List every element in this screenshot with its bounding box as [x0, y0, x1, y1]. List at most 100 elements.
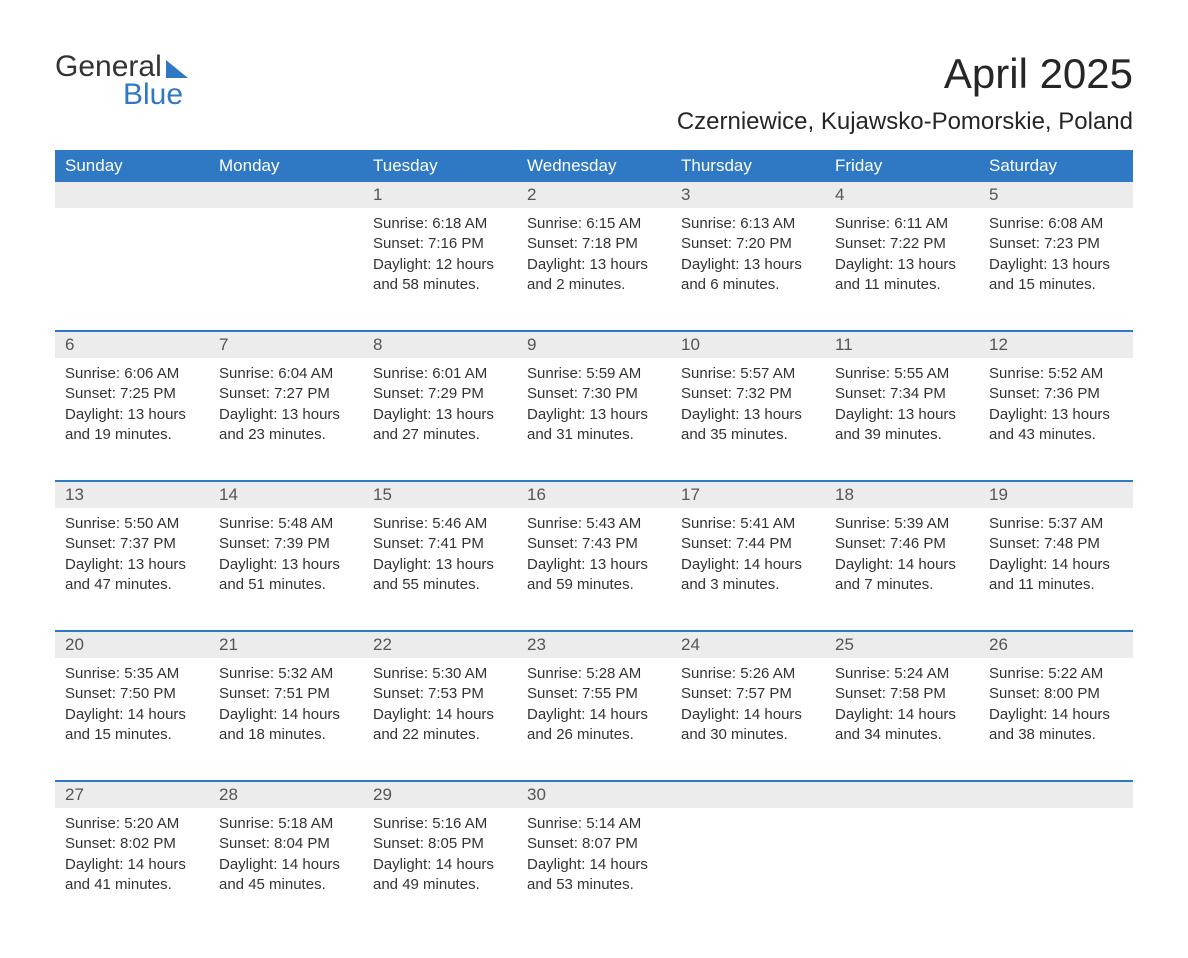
sunrise-line: Sunrise: 6:11 AM [835, 214, 969, 234]
sunset-line: Sunset: 7:23 PM [989, 234, 1123, 254]
calendar-cell: Sunrise: 6:13 AMSunset: 7:20 PMDaylight:… [671, 208, 825, 308]
sunrise-line: Sunrise: 5:37 AM [989, 514, 1123, 534]
daylight-line: Daylight: 14 hours and 41 minutes. [65, 855, 199, 896]
calendar-cell: Sunrise: 5:43 AMSunset: 7:43 PMDaylight:… [517, 508, 671, 608]
cell-body: Sunrise: 6:13 AMSunset: 7:20 PMDaylight:… [671, 208, 825, 295]
daylight-line: Daylight: 13 hours and 59 minutes. [527, 555, 661, 596]
day-number: 12 [979, 332, 1133, 358]
sunset-line: Sunset: 7:51 PM [219, 684, 353, 704]
day-number: 2 [517, 182, 671, 208]
day-number: 18 [825, 482, 979, 508]
sunset-line: Sunset: 7:41 PM [373, 534, 507, 554]
daylight-line: Daylight: 13 hours and 19 minutes. [65, 405, 199, 446]
calendar-cell: Sunrise: 5:37 AMSunset: 7:48 PMDaylight:… [979, 508, 1133, 608]
sunrise-line: Sunrise: 5:50 AM [65, 514, 199, 534]
calendar-cell: Sunrise: 5:14 AMSunset: 8:07 PMDaylight:… [517, 808, 671, 908]
sunrise-line: Sunrise: 5:52 AM [989, 364, 1123, 384]
daylight-line: Daylight: 14 hours and 53 minutes. [527, 855, 661, 896]
sunset-line: Sunset: 7:22 PM [835, 234, 969, 254]
calendar-cell [209, 208, 363, 308]
cell-body: Sunrise: 6:08 AMSunset: 7:23 PMDaylight:… [979, 208, 1133, 295]
day-number: 29 [363, 782, 517, 808]
calendar-cell: Sunrise: 5:35 AMSunset: 7:50 PMDaylight:… [55, 658, 209, 758]
sunset-line: Sunset: 7:27 PM [219, 384, 353, 404]
sunset-line: Sunset: 7:50 PM [65, 684, 199, 704]
daylight-line: Daylight: 13 hours and 23 minutes. [219, 405, 353, 446]
calendar: Sunday Monday Tuesday Wednesday Thursday… [55, 150, 1133, 908]
calendar-cell: Sunrise: 5:50 AMSunset: 7:37 PMDaylight:… [55, 508, 209, 608]
day-number: 23 [517, 632, 671, 658]
sunset-line: Sunset: 7:53 PM [373, 684, 507, 704]
daylight-line: Daylight: 13 hours and 35 minutes. [681, 405, 815, 446]
day-number: 13 [55, 482, 209, 508]
sunrise-line: Sunrise: 5:16 AM [373, 814, 507, 834]
location: Czerniewice, Kujawsko-Pomorskie, Poland [677, 108, 1133, 136]
cell-body: Sunrise: 5:48 AMSunset: 7:39 PMDaylight:… [209, 508, 363, 595]
sunrise-line: Sunrise: 6:06 AM [65, 364, 199, 384]
sunrise-line: Sunrise: 6:13 AM [681, 214, 815, 234]
day-header-friday: Friday [825, 150, 979, 182]
sunrise-line: Sunrise: 5:59 AM [527, 364, 661, 384]
calendar-cell: Sunrise: 6:18 AMSunset: 7:16 PMDaylight:… [363, 208, 517, 308]
calendar-cell [55, 208, 209, 308]
day-number: 6 [55, 332, 209, 358]
sunset-line: Sunset: 7:58 PM [835, 684, 969, 704]
sunset-line: Sunset: 8:00 PM [989, 684, 1123, 704]
sunset-line: Sunset: 7:46 PM [835, 534, 969, 554]
cell-body: Sunrise: 5:20 AMSunset: 8:02 PMDaylight:… [55, 808, 209, 895]
calendar-cell: Sunrise: 6:11 AMSunset: 7:22 PMDaylight:… [825, 208, 979, 308]
daylight-line: Daylight: 13 hours and 6 minutes. [681, 255, 815, 296]
day-header-thursday: Thursday [671, 150, 825, 182]
cell-body: Sunrise: 5:26 AMSunset: 7:57 PMDaylight:… [671, 658, 825, 745]
daylight-line: Daylight: 13 hours and 15 minutes. [989, 255, 1123, 296]
calendar-cell: Sunrise: 5:26 AMSunset: 7:57 PMDaylight:… [671, 658, 825, 758]
calendar-cell: Sunrise: 5:24 AMSunset: 7:58 PMDaylight:… [825, 658, 979, 758]
day-number: 22 [363, 632, 517, 658]
cell-body: Sunrise: 5:43 AMSunset: 7:43 PMDaylight:… [517, 508, 671, 595]
sunset-line: Sunset: 7:44 PM [681, 534, 815, 554]
daylight-line: Daylight: 14 hours and 45 minutes. [219, 855, 353, 896]
calendar-cell: Sunrise: 6:04 AMSunset: 7:27 PMDaylight:… [209, 358, 363, 458]
cell-body: Sunrise: 6:18 AMSunset: 7:16 PMDaylight:… [363, 208, 517, 295]
cell-body: Sunrise: 5:41 AMSunset: 7:44 PMDaylight:… [671, 508, 825, 595]
day-number: 10 [671, 332, 825, 358]
cell-body: Sunrise: 5:46 AMSunset: 7:41 PMDaylight:… [363, 508, 517, 595]
calendar-cell: Sunrise: 5:22 AMSunset: 8:00 PMDaylight:… [979, 658, 1133, 758]
daylight-line: Daylight: 13 hours and 11 minutes. [835, 255, 969, 296]
cell-body: Sunrise: 5:55 AMSunset: 7:34 PMDaylight:… [825, 358, 979, 445]
logo-word-blue: Blue [123, 78, 183, 112]
cell-body: Sunrise: 6:01 AMSunset: 7:29 PMDaylight:… [363, 358, 517, 445]
sunrise-line: Sunrise: 5:28 AM [527, 664, 661, 684]
logo: General Blue [55, 50, 188, 112]
calendar-cell: Sunrise: 6:01 AMSunset: 7:29 PMDaylight:… [363, 358, 517, 458]
day-number: 16 [517, 482, 671, 508]
day-number: 1 [363, 182, 517, 208]
sunrise-line: Sunrise: 5:35 AM [65, 664, 199, 684]
sunset-line: Sunset: 7:29 PM [373, 384, 507, 404]
day-header-saturday: Saturday [979, 150, 1133, 182]
title-block: April 2025 Czerniewice, Kujawsko-Pomorsk… [677, 50, 1133, 136]
daylight-line: Daylight: 13 hours and 27 minutes. [373, 405, 507, 446]
daylight-line: Daylight: 14 hours and 30 minutes. [681, 705, 815, 746]
day-number: 25 [825, 632, 979, 658]
day-number: 7 [209, 332, 363, 358]
sunrise-line: Sunrise: 5:57 AM [681, 364, 815, 384]
calendar-cell [825, 808, 979, 908]
sunset-line: Sunset: 7:37 PM [65, 534, 199, 554]
daylight-line: Daylight: 14 hours and 15 minutes. [65, 705, 199, 746]
calendar-cell: Sunrise: 5:30 AMSunset: 7:53 PMDaylight:… [363, 658, 517, 758]
daylight-line: Daylight: 13 hours and 31 minutes. [527, 405, 661, 446]
daylight-line: Daylight: 14 hours and 49 minutes. [373, 855, 507, 896]
calendar-cell [979, 808, 1133, 908]
sunrise-line: Sunrise: 5:30 AM [373, 664, 507, 684]
day-number: 26 [979, 632, 1133, 658]
calendar-cell [671, 808, 825, 908]
calendar-cell: Sunrise: 5:16 AMSunset: 8:05 PMDaylight:… [363, 808, 517, 908]
day-number: 24 [671, 632, 825, 658]
daylight-line: Daylight: 14 hours and 26 minutes. [527, 705, 661, 746]
sunset-line: Sunset: 7:55 PM [527, 684, 661, 704]
calendar-cell: Sunrise: 5:18 AMSunset: 8:04 PMDaylight:… [209, 808, 363, 908]
day-number: 15 [363, 482, 517, 508]
day-number [979, 782, 1133, 808]
cell-body: Sunrise: 5:24 AMSunset: 7:58 PMDaylight:… [825, 658, 979, 745]
